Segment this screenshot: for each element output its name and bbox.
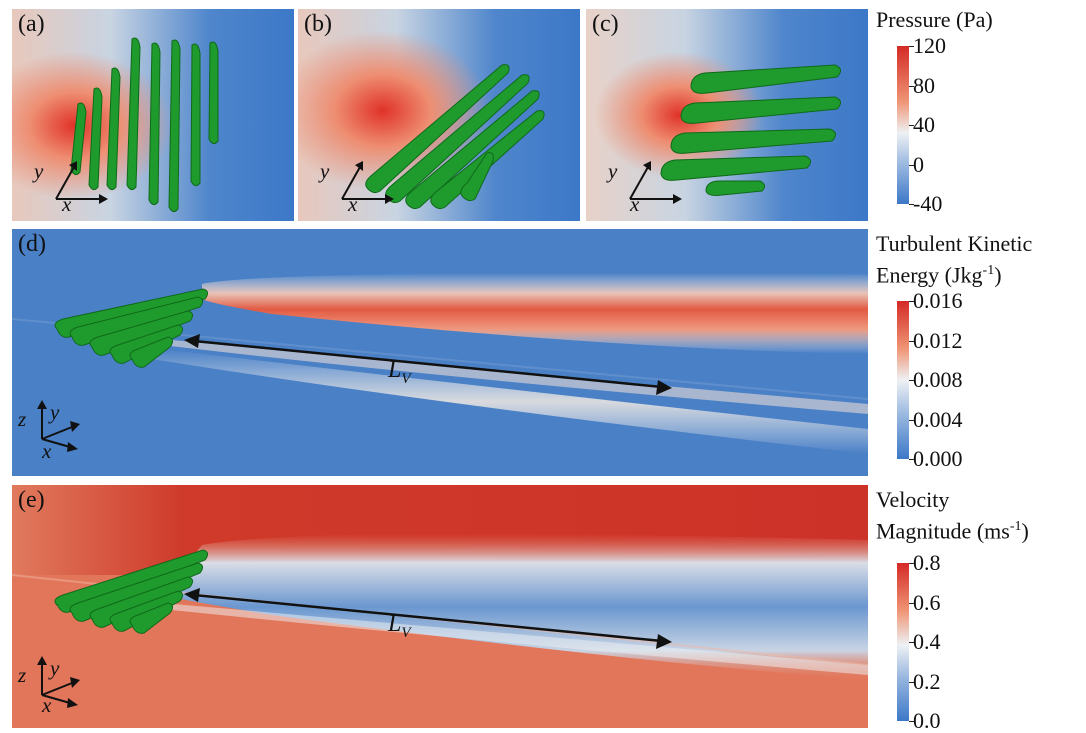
colorbar-tick-label-velocity: 0.8 [913, 550, 941, 575]
axis-triad-a [55, 161, 108, 204]
axis-label-y-c: y [608, 159, 618, 183]
colorbar-tick-label-velocity: 0.4 [913, 629, 941, 654]
colorbar-title-tke-line1: Turbulent Kinetic [876, 231, 1033, 256]
colorbar-title-tke-line2: Energy (Jkg-1) [876, 262, 1002, 288]
axis-label-x-a: x [62, 192, 72, 216]
colorbar-tickmark-pressure [909, 204, 914, 205]
colorbar-tickmark-pressure [909, 125, 914, 126]
colorbar-title-velocity-line2: Magnitude (ms-1) [876, 518, 1029, 544]
tke-field-d [12, 229, 868, 476]
axis-label-y-e: y [50, 656, 60, 680]
panel-label-b: (b) [304, 11, 332, 37]
colorbar-tickmark-velocity [909, 642, 914, 643]
colorbar-tick-label-pressure: 120 [913, 33, 946, 58]
colorbar-tick-label-pressure: 0 [913, 151, 924, 177]
colorbar-tick-label-pressure: 40 [913, 112, 935, 137]
colorbar-tickmark-velocity [909, 721, 914, 722]
pressure-field-b [298, 9, 580, 221]
axis-triad-c [629, 161, 682, 204]
axis-triad-b [341, 161, 394, 204]
panel-label-d: (d) [18, 231, 46, 257]
colorbar-title-tke: Turbulent Kinetic Energy (Jkg-1) [876, 230, 1032, 288]
colorbar-tickmark-tke [909, 380, 914, 381]
colorbar-pressure [897, 46, 909, 204]
panel-c: (c) y x [586, 9, 868, 221]
colorbar-tick-label-velocity: 0.0 [913, 708, 941, 733]
axis-label-x-b: x [348, 192, 358, 216]
axis-label-z-e: z [18, 663, 27, 687]
axis-triad-d [37, 400, 80, 452]
colorbar-title-velocity: Velocity Magnitude (ms-1) [876, 486, 1029, 544]
colorbar-tickmark-pressure [909, 85, 914, 87]
colorbar-velocity [897, 563, 909, 721]
colorbar-tick-label-tke: 0.016 [913, 288, 963, 313]
colorbar-tke [897, 301, 909, 459]
colorbar-tickmark-velocity [909, 681, 914, 683]
colorbar-tick-label-tke: 0.012 [913, 327, 963, 353]
panel-label-a: (a) [18, 11, 45, 37]
lv-arrow-d [184, 334, 672, 395]
axis-label-z-d: z [18, 407, 27, 431]
axis-label-x-c: x [630, 192, 640, 216]
colorbar-tick-label-velocity: 0.2 [913, 668, 941, 694]
panel-d: (d) LV z y x [12, 229, 868, 476]
panel-a: (a) y x [12, 9, 294, 221]
colorbar-tickmark-pressure [909, 164, 914, 166]
axis-label-y-b: y [320, 159, 330, 183]
colorbar-tickmark-tke [909, 340, 914, 342]
axis-label-x-d: x [42, 439, 52, 463]
colorbar-tick-label-velocity: 0.6 [913, 589, 941, 615]
panel-b: (b) y x [298, 9, 580, 221]
axis-triad-e [37, 656, 80, 708]
colorbar-tick-label-pressure: 80 [913, 72, 935, 98]
colorbar-tickmark-velocity [909, 563, 914, 564]
colorbar-tickmark-pressure [909, 46, 914, 47]
panel-label-c: (c) [592, 11, 619, 37]
colorbar-tickmark-tke [909, 419, 914, 421]
colorbar-title-velocity-line1: Velocity [876, 487, 950, 512]
colorbar-tickmark-velocity [909, 602, 914, 604]
panel-e: (e) LV z y x [12, 485, 868, 728]
lv-arrow-e [184, 588, 672, 649]
panel-label-e: (e) [18, 487, 45, 513]
axis-label-y-d: y [50, 400, 60, 424]
colorbar-tick-label-tke: 0.000 [913, 446, 963, 471]
pressure-field-c [586, 9, 868, 221]
colorbar-tickmark-tke [909, 301, 914, 302]
lv-label-e: LV [388, 611, 411, 641]
velocity-field-e [12, 485, 868, 728]
pressure-field-a [12, 9, 294, 221]
colorbar-tick-label-tke: 0.008 [913, 367, 963, 392]
axis-label-x-e: x [42, 693, 52, 717]
colorbar-tick-label-pressure: -40 [913, 191, 943, 216]
colorbar-tick-label-tke: 0.004 [913, 406, 963, 432]
lv-label-d: LV [388, 357, 411, 387]
axis-label-y-a: y [34, 159, 44, 183]
colorbar-title-pressure: Pressure (Pa) [876, 7, 993, 32]
colorbar-tickmark-tke [909, 459, 914, 460]
